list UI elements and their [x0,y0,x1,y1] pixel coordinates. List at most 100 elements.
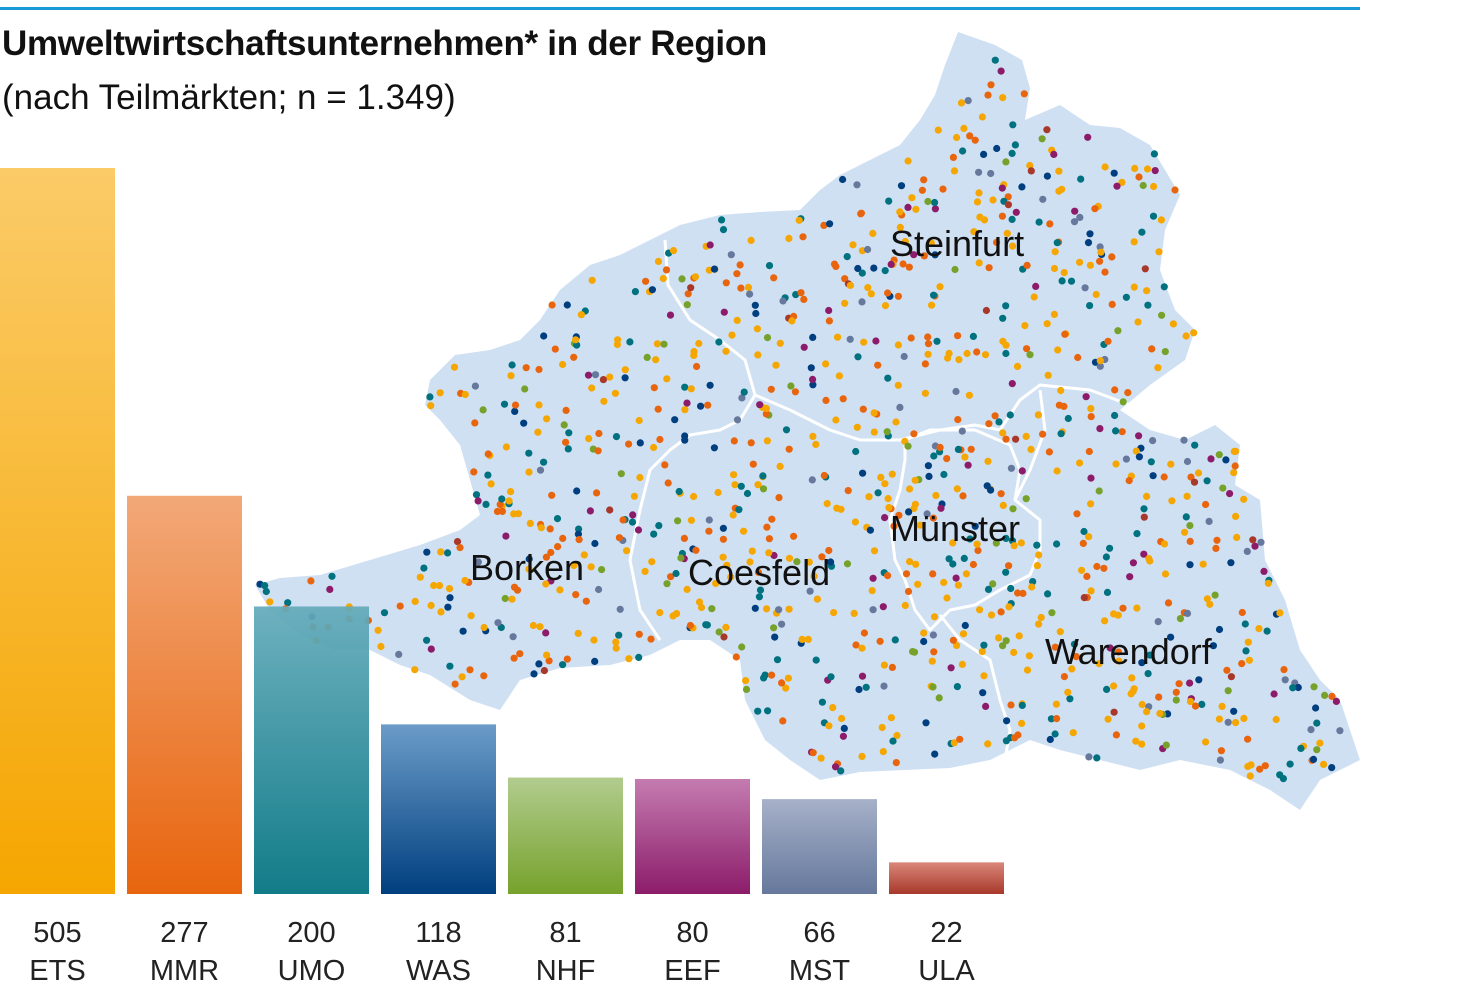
company-dot [930,613,939,621]
company-dot [869,574,877,582]
company-dot [841,299,849,307]
company-dot [650,384,658,392]
company-dot [1255,625,1263,633]
company-dot [1051,248,1059,256]
company-dot [992,539,1000,547]
company-dot [870,428,878,436]
company-dot [563,655,571,663]
company-dot [864,245,872,254]
company-dot [808,476,816,484]
company-dot [653,340,662,348]
company-dot [675,487,683,496]
company-dot [1114,611,1122,619]
company-dot [616,605,624,613]
company-dot [1085,447,1093,456]
company-dot [1219,484,1227,492]
company-dot [1251,542,1259,550]
company-dot [775,494,783,502]
company-dot [377,642,385,651]
company-dot [266,598,274,606]
company-dot [686,621,695,630]
company-dot [690,351,698,359]
company-dot [940,578,948,587]
company-dot [930,452,938,460]
company-dot [1011,734,1019,742]
company-dot [1087,587,1095,595]
company-dot [1276,771,1284,779]
company-dot [936,283,944,291]
company-dot [625,655,633,663]
company-dot [785,605,793,613]
company-dot [1176,615,1184,623]
company-dot [1118,428,1126,436]
company-dot [395,650,403,659]
company-dot [648,558,656,566]
company-dot [1149,437,1157,445]
company-dot [742,685,751,694]
company-dot [809,749,817,757]
company-dot [912,560,920,568]
company-dot [959,492,967,500]
company-dot [1082,393,1090,401]
company-dot [920,629,928,637]
bar-nhf [508,777,623,894]
company-dot [964,461,972,469]
category-label-nhf: NHF [536,955,596,987]
company-dot [540,667,549,675]
company-dot [1224,718,1232,726]
company-dot [654,257,663,265]
company-dot [854,353,862,361]
company-dot [1149,212,1158,220]
company-dot [729,511,737,519]
company-dot [1015,632,1023,640]
company-dot [852,447,860,456]
company-dot [445,585,454,593]
company-dot [437,548,445,556]
value-label-mmr: 277 [160,917,208,949]
company-dot [1110,169,1118,177]
company-dot [695,598,704,606]
company-dot [663,375,671,383]
company-dot [846,281,855,289]
company-dot [1073,510,1081,518]
company-dot [1230,707,1238,715]
company-dot [1053,467,1061,475]
company-dot [484,450,492,458]
company-dot [1203,595,1211,603]
company-dot [849,241,857,249]
company-dot [1241,620,1249,628]
company-dot [1186,522,1194,530]
company-dot [910,430,918,438]
company-dot [997,67,1005,75]
company-dot [1309,755,1318,764]
company-dot [852,641,860,649]
company-dot [1183,492,1191,500]
company-dot [805,558,813,566]
company-dot [906,558,914,566]
company-dot [1055,187,1063,195]
company-dot [949,153,958,161]
company-dot [727,251,735,259]
company-dot [1009,242,1017,250]
company-dot [746,558,754,566]
company-dot [1190,329,1198,337]
company-dot [1033,562,1041,570]
company-dot [722,623,730,632]
company-dot [508,595,516,603]
company-dot [1126,573,1134,581]
company-dot [984,740,992,748]
company-dot [905,508,913,516]
company-dot [966,132,974,140]
company-dot [1027,167,1035,175]
company-dot [931,251,939,259]
company-dot [881,514,889,522]
company-dot [1106,644,1114,652]
company-dot [1264,579,1272,587]
company-dot [614,336,622,344]
company-dot [1168,497,1176,505]
company-dot [1054,346,1062,354]
company-dot [943,594,951,602]
company-dot [1005,562,1013,570]
company-dot [929,514,938,522]
